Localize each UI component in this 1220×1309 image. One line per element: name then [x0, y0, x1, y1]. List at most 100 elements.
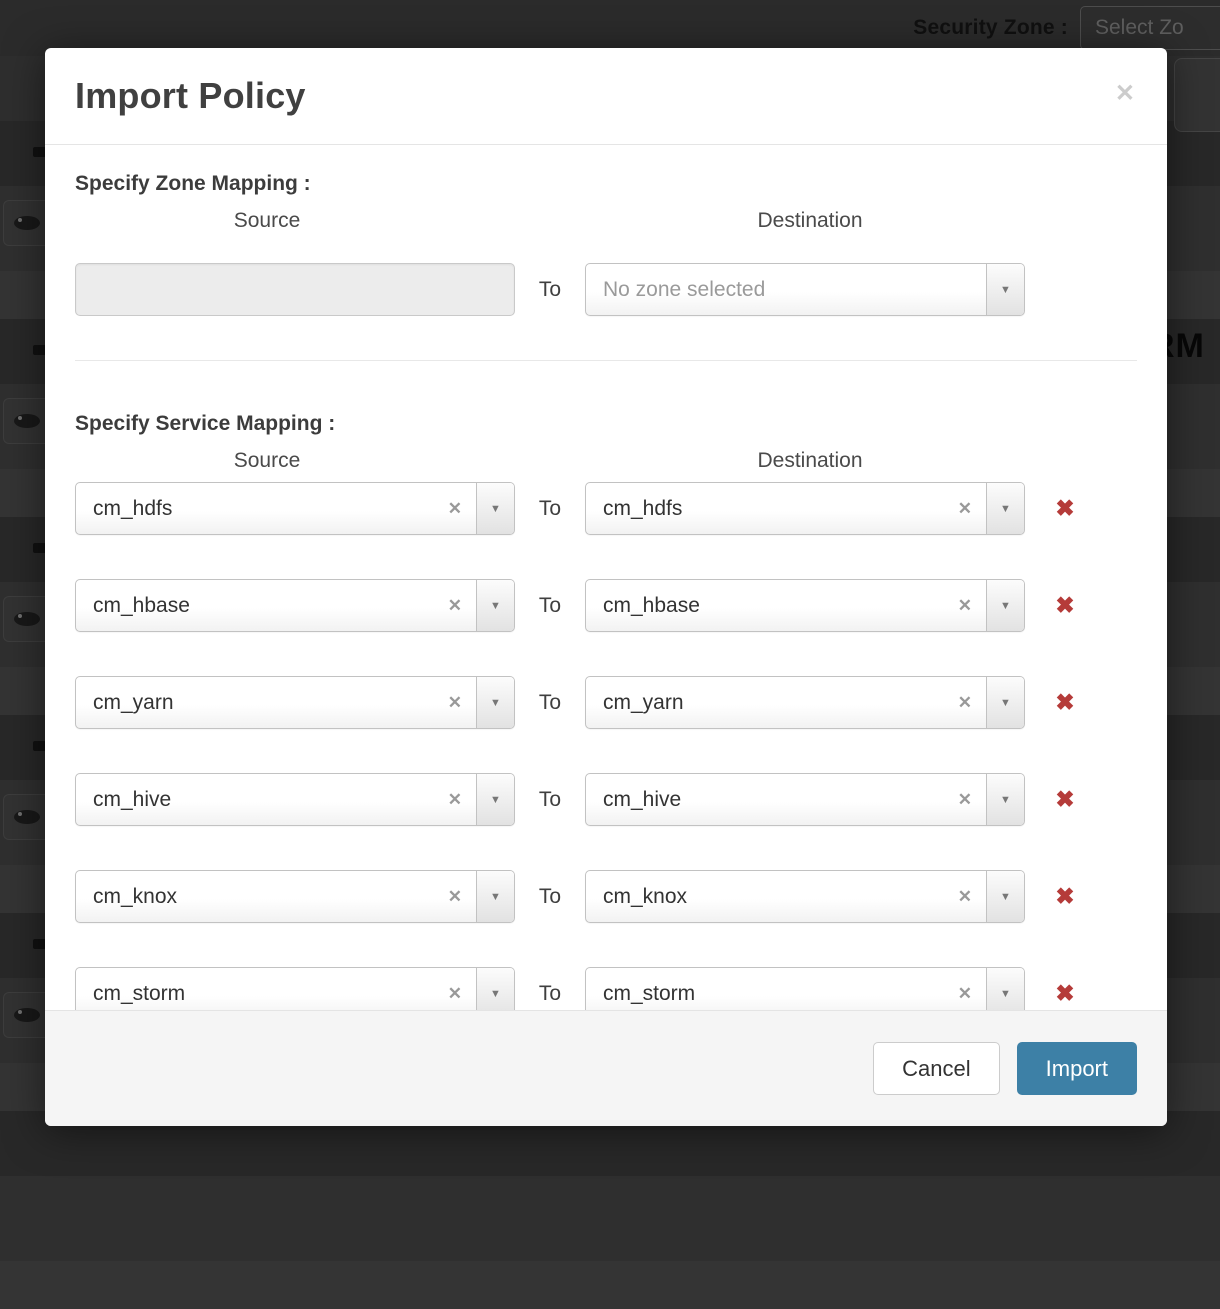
clear-icon[interactable]: ✕: [447, 596, 462, 615]
chevron-down-icon[interactable]: ▼: [986, 677, 1024, 728]
service-mapping-heading: Specify Service Mapping :: [75, 412, 336, 435]
service-destination-value: cm_storm: [603, 981, 696, 1005]
service-to-label: To: [538, 593, 562, 617]
view-policy-button[interactable]: [3, 596, 45, 642]
chevron-down-icon[interactable]: ▼: [986, 871, 1024, 922]
zone-source-input[interactable]: [75, 263, 515, 316]
service-source-label: Source: [233, 449, 301, 472]
clear-icon[interactable]: ✕: [447, 499, 462, 518]
view-policy-button[interactable]: [3, 992, 45, 1038]
modal-title: Import Policy: [75, 75, 306, 116]
chevron-down-icon[interactable]: ▼: [986, 968, 1024, 1010]
service-source-select[interactable]: cm_hbase ✕ ▼: [75, 579, 515, 632]
service-destination-select[interactable]: cm_hdfs ✕ ▼: [585, 482, 1025, 535]
modal-body: Specify Zone Mapping : Source Destinatio…: [45, 145, 1167, 1010]
security-zone-select[interactable]: Select Zo: [1080, 6, 1220, 50]
zone-to-label: To: [538, 277, 562, 301]
clear-icon[interactable]: ✕: [447, 693, 462, 712]
modal-header: Import Policy ✕: [45, 48, 1167, 145]
zone-mapping-row: To No zone selected ▼: [75, 263, 1137, 316]
chevron-down-icon[interactable]: ▼: [476, 677, 514, 728]
service-to-label: To: [538, 787, 562, 811]
background-bullet: [33, 543, 46, 553]
close-icon[interactable]: ✕: [1114, 80, 1135, 107]
chevron-down-icon[interactable]: ▼: [476, 968, 514, 1010]
delete-row-icon[interactable]: ✖: [1035, 788, 1095, 811]
service-source-select[interactable]: cm_storm ✕ ▼: [75, 967, 515, 1010]
service-source-value: cm_knox: [93, 884, 178, 908]
service-mapping-row: cm_yarn ✕ ▼ To cm_yarn ✕ ▼ ✖: [75, 676, 1137, 729]
service-destination-label: Destination: [757, 449, 863, 472]
modal-footer: Cancel Import: [45, 1010, 1167, 1126]
chevron-down-icon[interactable]: ▼: [476, 580, 514, 631]
service-destination-select[interactable]: cm_hive ✕ ▼: [585, 773, 1025, 826]
clear-icon[interactable]: ✕: [957, 790, 972, 809]
background-bullet: [33, 147, 46, 157]
service-source-select[interactable]: cm_knox ✕ ▼: [75, 870, 515, 923]
delete-row-icon[interactable]: ✖: [1035, 885, 1095, 908]
service-destination-value: cm_hbase: [603, 593, 700, 617]
chevron-down-icon[interactable]: ▼: [986, 264, 1024, 315]
clear-icon[interactable]: ✕: [957, 499, 972, 518]
service-source-select[interactable]: cm_yarn ✕ ▼: [75, 676, 515, 729]
eye-icon: [14, 612, 40, 626]
service-source-select[interactable]: cm_hdfs ✕ ▼: [75, 482, 515, 535]
clear-icon[interactable]: ✕: [957, 984, 972, 1003]
service-source-value: cm_hive: [93, 787, 172, 811]
service-mapping-row: cm_hdfs ✕ ▼ To cm_hdfs ✕ ▼ ✖: [75, 482, 1137, 535]
clear-icon[interactable]: ✕: [447, 790, 462, 809]
service-to-label: To: [538, 884, 562, 908]
service-source-value: cm_yarn: [93, 690, 174, 714]
chevron-down-icon[interactable]: ▼: [986, 483, 1024, 534]
background-bullet: [33, 345, 46, 355]
service-to-label: To: [538, 496, 562, 520]
eye-icon: [14, 216, 40, 230]
zone-mapping-heading: Specify Zone Mapping :: [75, 172, 311, 195]
chevron-down-icon[interactable]: ▼: [476, 774, 514, 825]
eye-icon: [14, 1008, 40, 1022]
zone-destination-select[interactable]: No zone selected ▼: [585, 263, 1025, 316]
clear-icon[interactable]: ✕: [957, 887, 972, 906]
chevron-down-icon[interactable]: ▼: [476, 871, 514, 922]
view-policy-button[interactable]: [3, 794, 45, 840]
service-source-value: cm_hbase: [93, 593, 190, 617]
clear-icon[interactable]: ✕: [447, 984, 462, 1003]
service-destination-value: cm_knox: [603, 884, 688, 908]
view-policy-button[interactable]: [3, 200, 45, 246]
section-divider: [75, 360, 1137, 361]
security-zone-label: Security Zone :: [913, 16, 1068, 39]
service-mapping-row: cm_storm ✕ ▼ To cm_storm ✕ ▼ ✖: [75, 967, 1137, 1010]
delete-row-icon[interactable]: ✖: [1035, 691, 1095, 714]
zone-source-label: Source: [233, 209, 301, 232]
service-destination-select[interactable]: cm_storm ✕ ▼: [585, 967, 1025, 1010]
service-mapping-row: cm_hive ✕ ▼ To cm_hive ✕ ▼ ✖: [75, 773, 1137, 826]
chevron-down-icon[interactable]: ▼: [986, 580, 1024, 631]
security-zone-select-placeholder: Select Zo: [1095, 16, 1184, 39]
background-card-edge: [1174, 58, 1220, 132]
service-destination-select[interactable]: cm_hbase ✕ ▼: [585, 579, 1025, 632]
delete-row-icon[interactable]: ✖: [1035, 982, 1095, 1005]
clear-icon[interactable]: ✕: [447, 887, 462, 906]
service-mapping-row: cm_knox ✕ ▼ To cm_knox ✕ ▼ ✖: [75, 870, 1137, 923]
delete-row-icon[interactable]: ✖: [1035, 594, 1095, 617]
view-policy-button[interactable]: [3, 398, 45, 444]
chevron-down-icon[interactable]: ▼: [986, 774, 1024, 825]
service-to-label: To: [538, 981, 562, 1005]
clear-icon[interactable]: ✕: [957, 693, 972, 712]
service-destination-value: cm_hive: [603, 787, 682, 811]
import-button[interactable]: Import: [1016, 1042, 1137, 1095]
service-destination-value: cm_yarn: [603, 690, 684, 714]
service-source-value: cm_hdfs: [93, 496, 173, 520]
security-zone-bar: Security Zone : Select Zo: [0, 0, 1220, 56]
clear-icon[interactable]: ✕: [957, 596, 972, 615]
chevron-down-icon[interactable]: ▼: [476, 483, 514, 534]
service-destination-select[interactable]: cm_yarn ✕ ▼: [585, 676, 1025, 729]
eye-icon: [14, 414, 40, 428]
service-source-select[interactable]: cm_hive ✕ ▼: [75, 773, 515, 826]
zone-mapping-column-labels: Source Destination: [75, 209, 1137, 233]
service-destination-select[interactable]: cm_knox ✕ ▼: [585, 870, 1025, 923]
zone-destination-value: No zone selected: [603, 277, 766, 301]
cancel-button[interactable]: Cancel: [873, 1042, 1000, 1095]
background-bullet: [33, 741, 46, 751]
delete-row-icon[interactable]: ✖: [1035, 497, 1095, 520]
